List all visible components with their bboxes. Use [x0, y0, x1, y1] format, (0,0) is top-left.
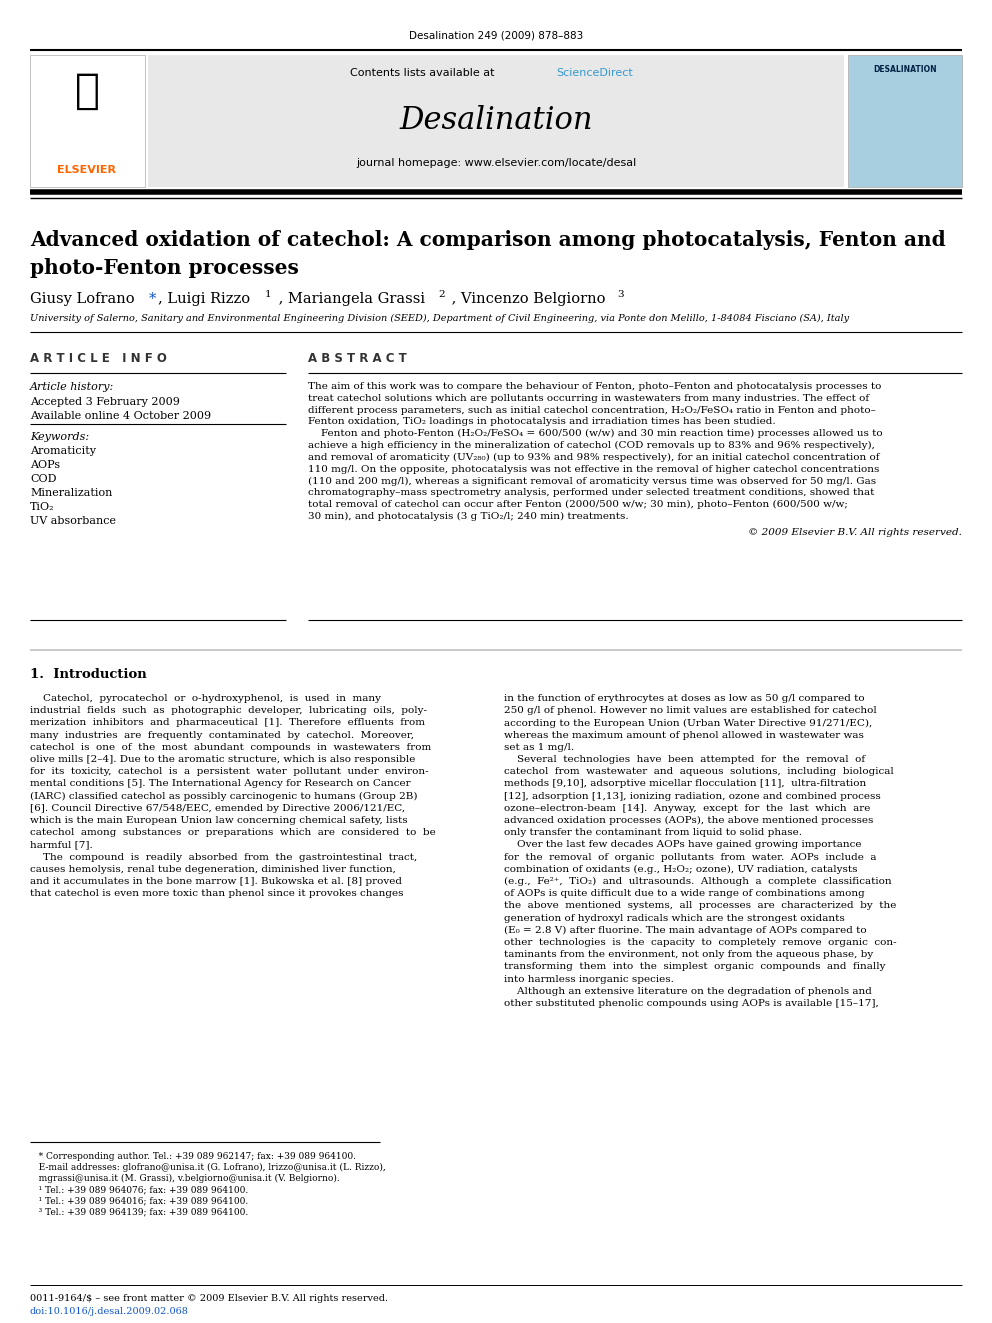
Text: ¹ Tel.: +39 089 964016; fax: +39 089 964100.: ¹ Tel.: +39 089 964016; fax: +39 089 964…	[30, 1196, 248, 1205]
Text: catechol  among  substances  or  preparations  which  are  considered  to  be: catechol among substances or preparation…	[30, 828, 435, 837]
Text: into harmless inorganic species.: into harmless inorganic species.	[504, 975, 674, 983]
Text: mental conditions [5]. The International Agency for Research on Cancer: mental conditions [5]. The International…	[30, 779, 411, 789]
Text: for  the  removal  of  organic  pollutants  from  water.  AOPs  include  a: for the removal of organic pollutants fr…	[504, 852, 877, 861]
Text: treat catechol solutions which are pollutants occurring in wastewaters from many: treat catechol solutions which are pollu…	[308, 394, 869, 402]
Text: according to the European Union (Urban Water Directive 91/271/EC),: according to the European Union (Urban W…	[504, 718, 872, 728]
Text: industrial  fields  such  as  photographic  developer,  lubricating  oils,  poly: industrial fields such as photographic d…	[30, 706, 427, 716]
Text: [12], adsorption [1,13], ionizing radiation, ozone and combined process: [12], adsorption [1,13], ionizing radiat…	[504, 791, 881, 800]
Text: (IARC) classified catechol as possibly carcinogenic to humans (Group 2B): (IARC) classified catechol as possibly c…	[30, 791, 418, 800]
Text: in the function of erythrocytes at doses as low as 50 g/l compared to: in the function of erythrocytes at doses…	[504, 695, 865, 703]
Text: 1: 1	[265, 290, 272, 299]
Text: of AOPs is quite difficult due to a wide range of combinations among: of AOPs is quite difficult due to a wide…	[504, 889, 865, 898]
Text: which is the main European Union law concerning chemical safety, lists: which is the main European Union law con…	[30, 816, 408, 826]
Text: Over the last few decades AOPs have gained growing importance: Over the last few decades AOPs have gain…	[504, 840, 861, 849]
Text: different process parameters, such as initial catechol concentration, H₂O₂/FeSO₄: different process parameters, such as in…	[308, 406, 876, 414]
Bar	[148, 56, 844, 187]
Text: merization  inhibitors  and  pharmaceutical  [1].  Therefore  effluents  from: merization inhibitors and pharmaceutical…	[30, 718, 425, 728]
Text: ¹ Tel.: +39 089 964076; fax: +39 089 964100.: ¹ Tel.: +39 089 964076; fax: +39 089 964…	[30, 1185, 248, 1193]
Text: 30 min), and photocatalysis (3 g TiO₂/l; 240 min) treatments.: 30 min), and photocatalysis (3 g TiO₂/l;…	[308, 512, 629, 521]
Text: AOPs: AOPs	[30, 460, 61, 470]
Text: combination of oxidants (e.g., H₂O₂; ozone), UV radiation, catalysts: combination of oxidants (e.g., H₂O₂; ozo…	[504, 865, 857, 875]
Text: , Luigi Rizzo: , Luigi Rizzo	[158, 292, 255, 306]
Text: causes hemolysis, renal tube degeneration, diminished liver function,: causes hemolysis, renal tube degeneratio…	[30, 865, 396, 873]
Text: *: *	[149, 292, 157, 306]
Text: catechol  is  one  of  the  most  abundant  compounds  in  wastewaters  from: catechol is one of the most abundant com…	[30, 742, 432, 751]
Text: Article history:: Article history:	[30, 382, 114, 392]
Text: journal homepage: www.elsevier.com/locate/desal: journal homepage: www.elsevier.com/locat…	[356, 157, 636, 168]
Text: whereas the maximum amount of phenol allowed in wastewater was: whereas the maximum amount of phenol all…	[504, 730, 864, 740]
Text: Catechol,  pyrocatechol  or  o-hydroxyphenol,  is  used  in  many: Catechol, pyrocatechol or o-hydroxypheno…	[30, 695, 381, 703]
Text: many  industries  are  frequently  contaminated  by  catechol.  Moreover,: many industries are frequently contamina…	[30, 730, 414, 740]
Text: harmful [7].: harmful [7].	[30, 840, 92, 849]
Text: (110 and 200 mg/l), whereas a significant removal of aromaticity versus time was: (110 and 200 mg/l), whereas a significan…	[308, 476, 876, 486]
Text: The aim of this work was to compare the behaviour of Fenton, photo–Fenton and ph: The aim of this work was to compare the …	[308, 382, 881, 392]
Text: set as 1 mg/l.: set as 1 mg/l.	[504, 742, 574, 751]
Text: , Vincenzo Belgiorno: , Vincenzo Belgiorno	[447, 292, 610, 306]
Text: Fenton and photo-Fenton (H₂O₂/FeSO₄ = 600/500 (w/w) and 30 min reaction time) pr: Fenton and photo-Fenton (H₂O₂/FeSO₄ = 60…	[308, 429, 883, 438]
Text: A R T I C L E   I N F O: A R T I C L E I N F O	[30, 352, 167, 365]
Text: A B S T R A C T: A B S T R A C T	[308, 352, 407, 365]
Text: achieve a high efficiency in the mineralization of catechol (COD removals up to : achieve a high efficiency in the mineral…	[308, 441, 875, 450]
Text: 110 mg/l. On the opposite, photocatalysis was not effective in the removal of hi: 110 mg/l. On the opposite, photocatalysi…	[308, 464, 879, 474]
Text: 🌳: 🌳	[74, 70, 99, 112]
Text: Desalination: Desalination	[399, 105, 593, 136]
Text: taminants from the environment, not only from the aqueous phase, by: taminants from the environment, not only…	[504, 950, 873, 959]
Text: * Corresponding author. Tel.: +39 089 962147; fax: +39 089 964100.: * Corresponding author. Tel.: +39 089 96…	[30, 1152, 356, 1162]
Text: University of Salerno, Sanitary and Environmental Engineering Division (SEED), D: University of Salerno, Sanitary and Envi…	[30, 314, 849, 323]
Text: 0011-9164/$ – see front matter © 2009 Elsevier B.V. All rights reserved.: 0011-9164/$ – see front matter © 2009 El…	[30, 1294, 388, 1303]
Text: olive mills [2–4]. Due to the aromatic structure, which is also responsible: olive mills [2–4]. Due to the aromatic s…	[30, 755, 416, 763]
Text: Although an extensive literature on the degradation of phenols and: Although an extensive literature on the …	[504, 987, 872, 996]
Text: catechol  from  wastewater  and  aqueous  solutions,  including  biological: catechol from wastewater and aqueous sol…	[504, 767, 894, 777]
Text: COD: COD	[30, 474, 57, 484]
Text: other substituted phenolic compounds using AOPs is available [15–17],: other substituted phenolic compounds usi…	[504, 999, 879, 1008]
Text: The  compound  is  readily  absorbed  from  the  gastrointestinal  tract,: The compound is readily absorbed from th…	[30, 852, 418, 861]
Text: Desalination 249 (2009) 878–883: Desalination 249 (2009) 878–883	[409, 30, 583, 40]
Text: Several  technologies  have  been  attempted  for  the  removal  of: Several technologies have been attempted…	[504, 755, 865, 763]
Text: photo-Fenton processes: photo-Fenton processes	[30, 258, 299, 278]
Text: 3: 3	[617, 290, 624, 299]
Text: ScienceDirect: ScienceDirect	[556, 67, 633, 78]
Text: Fenton oxidation, TiO₂ loadings in photocatalysis and irradiation times has been: Fenton oxidation, TiO₂ loadings in photo…	[308, 417, 776, 426]
Text: © 2009 Elsevier B.V. All rights reserved.: © 2009 Elsevier B.V. All rights reserved…	[748, 528, 962, 537]
Text: Accepted 3 February 2009: Accepted 3 February 2009	[30, 397, 180, 407]
Text: chromatography–mass spectrometry analysis, performed under selected treatment co: chromatography–mass spectrometry analysi…	[308, 488, 874, 497]
Text: ELSEVIER: ELSEVIER	[58, 165, 116, 175]
Text: ³ Tel.: +39 089 964139; fax: +39 089 964100.: ³ Tel.: +39 089 964139; fax: +39 089 964…	[30, 1207, 248, 1216]
Text: (E₀ = 2.8 V) after fluorine. The main advantage of AOPs compared to: (E₀ = 2.8 V) after fluorine. The main ad…	[504, 926, 867, 935]
Text: advanced oxidation processes (AOPs), the above mentioned processes: advanced oxidation processes (AOPs), the…	[504, 816, 873, 826]
Bar	[848, 56, 962, 187]
Text: generation of hydroxyl radicals which are the strongest oxidants: generation of hydroxyl radicals which ar…	[504, 914, 845, 922]
Text: [6]. Council Directive 67/548/EEC, emended by Directive 2006/121/EC,: [6]. Council Directive 67/548/EEC, emend…	[30, 804, 405, 812]
Text: Keywords:: Keywords:	[30, 433, 89, 442]
Text: E-mail addresses: glofrano@unisa.it (G. Lofrano), lrizzo@unisa.it (L. Rizzo),: E-mail addresses: glofrano@unisa.it (G. …	[30, 1163, 386, 1172]
Text: Available online 4 October 2009: Available online 4 October 2009	[30, 411, 211, 421]
Text: doi:10.1016/j.desal.2009.02.068: doi:10.1016/j.desal.2009.02.068	[30, 1307, 188, 1316]
Text: total removal of catechol can occur after Fenton (2000/500 w/w; 30 min), photo–F: total removal of catechol can occur afte…	[308, 500, 848, 509]
Text: and removal of aromaticity (UV₂₈₀) (up to 93% and 98% respectively), for an init: and removal of aromaticity (UV₂₈₀) (up t…	[308, 452, 880, 462]
Text: for  its  toxicity,  catechol  is  a  persistent  water  pollutant  under  envir: for its toxicity, catechol is a persiste…	[30, 767, 429, 777]
Text: UV absorbance: UV absorbance	[30, 516, 116, 527]
Text: mgrassi@unisa.it (M. Grassi), v.belgiorno@unisa.it (V. Belgiorno).: mgrassi@unisa.it (M. Grassi), v.belgiorn…	[30, 1174, 339, 1183]
Text: DESALINATION: DESALINATION	[873, 65, 936, 74]
Text: other  technologies  is  the  capacity  to  completely  remove  organic  con-: other technologies is the capacity to co…	[504, 938, 897, 947]
Text: ozone–electron-beam  [14].  Anyway,  except  for  the  last  which  are: ozone–electron-beam [14]. Anyway, except…	[504, 804, 870, 812]
Text: 1.  Introduction: 1. Introduction	[30, 668, 147, 681]
Text: Mineralization: Mineralization	[30, 488, 112, 497]
Text: only transfer the contaminant from liquid to solid phase.: only transfer the contaminant from liqui…	[504, 828, 802, 837]
Bar	[30, 56, 145, 187]
Text: (e.g.,  Fe²⁺,  TiO₂)  and  ultrasounds.  Although  a  complete  classification: (e.g., Fe²⁺, TiO₂) and ultrasounds. Alth…	[504, 877, 892, 886]
Text: transforming  them  into  the  simplest  organic  compounds  and  finally: transforming them into the simplest orga…	[504, 962, 886, 971]
Text: methods [9,10], adsorptive micellar flocculation [11],  ultra-filtration: methods [9,10], adsorptive micellar floc…	[504, 779, 866, 789]
Text: TiO₂: TiO₂	[30, 501, 55, 512]
Text: Aromaticity: Aromaticity	[30, 446, 96, 456]
Text: and it accumulates in the bone marrow [1]. Bukowska et al. [8] proved: and it accumulates in the bone marrow [1…	[30, 877, 402, 886]
Text: 2: 2	[438, 290, 444, 299]
Text: the  above  mentioned  systems,  all  processes  are  characterized  by  the: the above mentioned systems, all process…	[504, 901, 897, 910]
Text: Giusy Lofrano: Giusy Lofrano	[30, 292, 139, 306]
Text: 250 g/l of phenol. However no limit values are established for catechol: 250 g/l of phenol. However no limit valu…	[504, 706, 877, 716]
Text: Advanced oxidation of catechol: A comparison among photocatalysis, Fenton and: Advanced oxidation of catechol: A compar…	[30, 230, 945, 250]
Text: that catechol is even more toxic than phenol since it provokes changes: that catechol is even more toxic than ph…	[30, 889, 404, 898]
Text: Contents lists available at: Contents lists available at	[350, 67, 498, 78]
Text: , Mariangela Grassi: , Mariangela Grassi	[274, 292, 430, 306]
